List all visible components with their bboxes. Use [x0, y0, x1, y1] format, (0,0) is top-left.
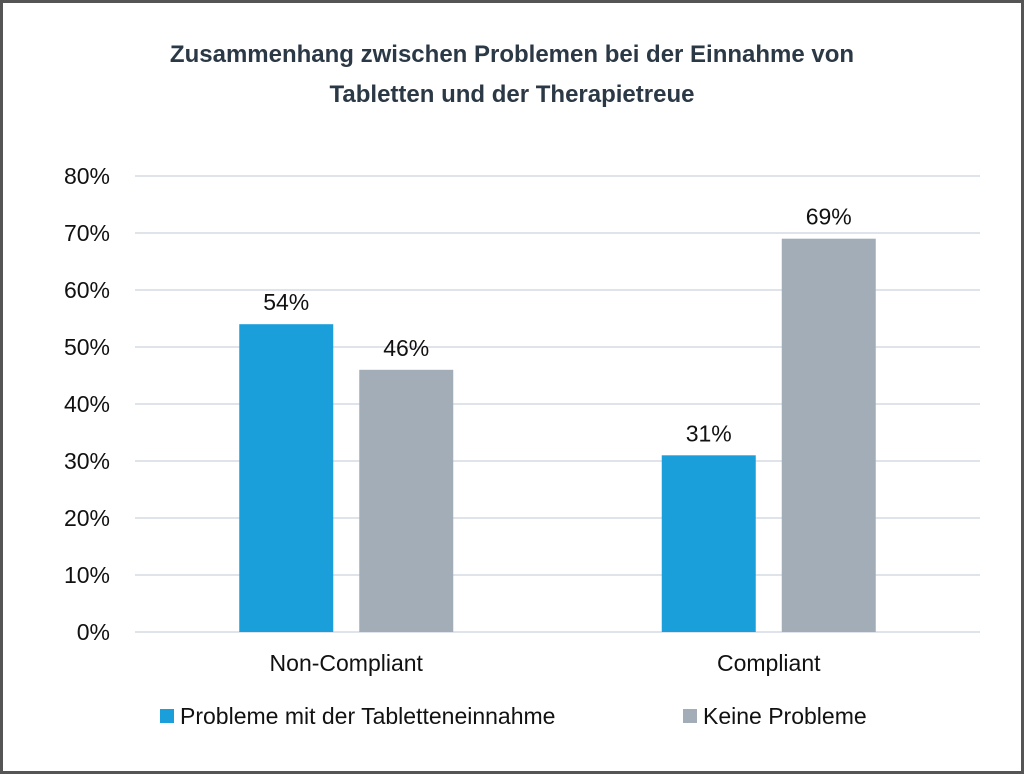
y-tick-label: 60% — [64, 277, 110, 303]
y-tick-label: 30% — [64, 448, 110, 474]
y-tick-label: 50% — [64, 334, 110, 360]
bar — [661, 455, 756, 632]
data-label: 31% — [686, 420, 732, 446]
category-label: Compliant — [717, 650, 821, 676]
data-label: 46% — [383, 335, 429, 361]
legend-label: Probleme mit der Tabletteneinnahme — [180, 703, 555, 729]
y-tick-label: 10% — [64, 562, 110, 588]
y-tick-label: 20% — [64, 505, 110, 531]
bar — [239, 324, 334, 632]
y-tick-label: 40% — [64, 391, 110, 417]
data-label: 69% — [806, 204, 852, 230]
legend-swatch — [683, 709, 697, 723]
bar — [781, 238, 876, 632]
chart-title-line-1: Zusammenhang zwischen Problemen bei der … — [169, 41, 855, 68]
bar — [359, 369, 454, 632]
legend-label: Keine Probleme — [703, 703, 867, 729]
y-tick-label: 80% — [64, 163, 110, 189]
chart-title-line-2: Tabletten und der Therapietreue — [329, 81, 695, 108]
category-label: Non-Compliant — [270, 650, 424, 676]
legend-swatch — [160, 709, 174, 723]
chart-title: Zusammenhang zwischen Problemen bei der … — [3, 35, 1021, 115]
y-tick-label: 70% — [64, 220, 110, 246]
y-tick-label: 0% — [77, 619, 110, 645]
bar-chart: 0% 10% 20% 30% 40% 50% 60% 70% 80% Non-Compliant 5… — [64, 163, 980, 729]
data-label: 54% — [263, 289, 309, 315]
